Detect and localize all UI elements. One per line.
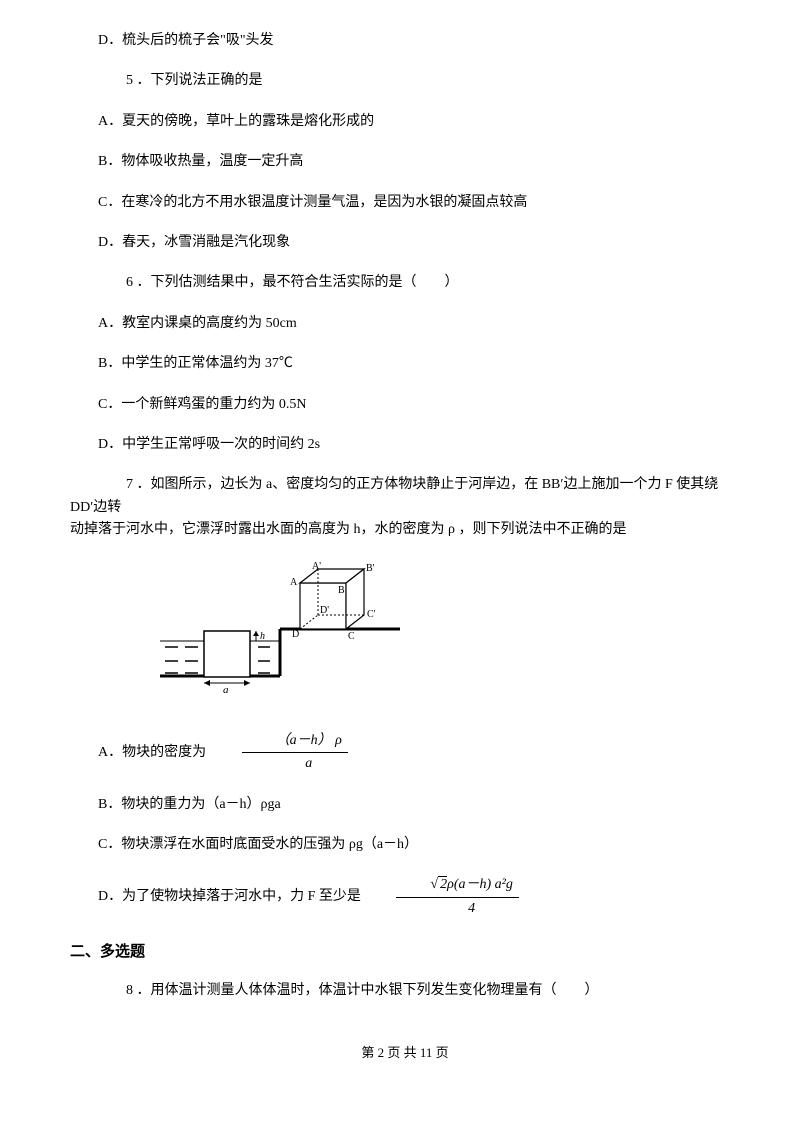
q7-d-sqrt: 2 — [438, 876, 447, 892]
label-C: C — [348, 631, 355, 642]
q5-option-c: C．在寒冷的北方不用水银温度计测量气温，是因为水银的凝固点较高 — [70, 192, 740, 214]
label-A: A — [290, 577, 298, 588]
q6-option-a: A．教室内课桌的高度约为 50cm — [70, 313, 740, 335]
q7-d-formula: √2ρ(a－h) a²g 4 — [368, 874, 518, 920]
q5-option-b: B．物体吸收热量，温度一定升高 — [70, 151, 740, 173]
q7-option-c: C．物块漂浮在水面时底面受水的压强为 ρg（a－h） — [70, 834, 740, 856]
label-D-prime: D' — [320, 605, 329, 616]
q7-a-prefix: A．物块的密度为 — [98, 745, 206, 760]
label-h: h — [260, 631, 265, 642]
q7-option-d: D．为了使物块掉落于河水中，力 F 至少是 √2ρ(a－h) a²g 4 — [70, 874, 740, 920]
q7-d-den: 4 — [396, 898, 518, 920]
label-B-prime: B' — [366, 563, 375, 574]
q7-d-num-rest: ρ(a－h) a²g — [447, 877, 513, 892]
q7-a-num: （a－h） ρ — [242, 730, 348, 753]
page-footer: 第 2 页 共 11 页 — [70, 1043, 740, 1064]
q5-option-a: A．夏天的傍晚，草叶上的露珠是熔化形成的 — [70, 111, 740, 133]
q7-option-b: B．物块的重力为（a－h）ρga — [70, 794, 740, 816]
q5-stem: 5 ．下列说法正确的是 — [70, 70, 740, 92]
label-A-prime: A' — [312, 561, 321, 572]
q6-option-c: C．一个新鲜鸡蛋的重力约为 0.5N — [70, 394, 740, 416]
label-a: a — [223, 684, 229, 696]
q6-option-d: D．中学生正常呼吸一次的时间约 2s — [70, 434, 740, 456]
label-D: D — [292, 629, 299, 640]
section-2-heading: 二、多选题 — [70, 940, 740, 964]
label-B: B — [338, 585, 345, 596]
q5-option-d: D．春天，冰雪消融是汽化现象 — [70, 232, 740, 254]
q7-figure: h a A' B' A B D' C' D C — [160, 561, 740, 709]
q8-stem: 8 ．用体温计测量人体体温时，体温计中水银下列发生变化物理量有（ ） — [70, 980, 740, 1002]
q7-stem-line1: 7 ．如图所示，边长为 a、密度均匀的正方体物块静止于河岸边，在 BB′边上施加… — [70, 474, 740, 519]
q7-d-prefix: D．为了使物块掉落于河水中，力 F 至少是 — [98, 890, 361, 905]
q7-a-formula: （a－h） ρ a — [214, 730, 348, 776]
q7-d-num: √2ρ(a－h) a²g — [396, 874, 518, 897]
q7-option-a: A．物块的密度为 （a－h） ρ a — [70, 730, 740, 776]
q6-stem: 6 ．下列估测结果中，最不符合生活实际的是（ ） — [70, 272, 740, 294]
q4-option-d: D．梳头后的梳子会"吸"头发 — [70, 30, 740, 52]
label-C-prime: C' — [367, 609, 376, 620]
q7-stem-line2: 动掉落于河水中，它漂浮时露出水面的高度为 h，水的密度为 ρ ，则下列说法中不正… — [70, 519, 740, 541]
q7-a-den: a — [242, 753, 348, 775]
q6-option-b: B．中学生的正常体温约为 37℃ — [70, 353, 740, 375]
